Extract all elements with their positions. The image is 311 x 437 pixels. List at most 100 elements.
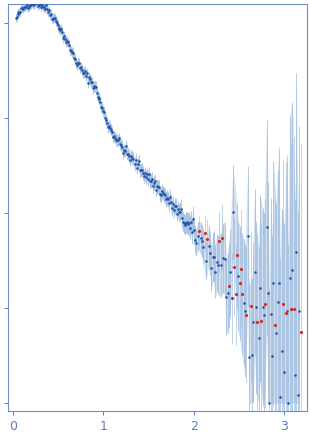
- Point: [134, 164, 139, 171]
- Point: [118, 140, 123, 147]
- Point: [166, 200, 171, 207]
- Point: [278, 393, 283, 400]
- Point: [85, 80, 90, 87]
- Point: [82, 68, 87, 75]
- Point: [120, 144, 125, 151]
- Point: [156, 184, 161, 191]
- Point: [133, 156, 138, 163]
- Point: [195, 232, 200, 239]
- Point: [248, 303, 253, 310]
- Point: [52, 14, 57, 21]
- Point: [125, 150, 130, 157]
- Point: [211, 253, 216, 260]
- Point: [139, 166, 144, 173]
- Point: [267, 400, 272, 407]
- Point: [224, 294, 229, 301]
- Point: [281, 301, 285, 308]
- Point: [182, 221, 187, 228]
- Point: [26, 4, 31, 11]
- Point: [55, 21, 60, 28]
- Point: [237, 280, 242, 287]
- Point: [184, 219, 189, 226]
- Point: [143, 174, 148, 181]
- Point: [167, 193, 172, 200]
- Point: [29, 2, 34, 9]
- Point: [293, 372, 298, 379]
- Point: [190, 215, 195, 222]
- Point: [36, 1, 41, 8]
- Point: [106, 124, 111, 131]
- Point: [189, 229, 194, 236]
- Point: [229, 295, 234, 302]
- Point: [191, 226, 196, 233]
- Point: [264, 224, 269, 231]
- Point: [162, 192, 167, 199]
- Point: [210, 253, 215, 260]
- Point: [53, 17, 58, 24]
- Point: [171, 207, 176, 214]
- Point: [31, 1, 36, 8]
- Point: [279, 347, 284, 354]
- Point: [95, 93, 100, 100]
- Point: [99, 104, 104, 111]
- Point: [241, 299, 246, 306]
- Point: [59, 25, 64, 32]
- Point: [28, 1, 33, 8]
- Point: [71, 49, 76, 56]
- Point: [76, 59, 81, 66]
- Point: [124, 143, 129, 150]
- Point: [161, 191, 166, 198]
- Point: [14, 14, 19, 21]
- Point: [253, 304, 258, 311]
- Point: [187, 224, 192, 231]
- Point: [127, 153, 132, 160]
- Point: [298, 328, 303, 335]
- Point: [122, 146, 127, 153]
- Point: [98, 99, 103, 106]
- Point: [165, 195, 170, 202]
- Point: [294, 248, 299, 255]
- Point: [90, 85, 95, 92]
- Point: [244, 312, 249, 319]
- Point: [100, 104, 105, 111]
- Point: [272, 321, 277, 328]
- Point: [45, 9, 50, 16]
- Point: [103, 115, 108, 122]
- Point: [220, 234, 225, 241]
- Point: [17, 10, 22, 17]
- Point: [146, 170, 151, 177]
- Point: [172, 202, 177, 209]
- Point: [287, 275, 292, 282]
- Point: [249, 352, 254, 359]
- Point: [49, 15, 54, 22]
- Point: [183, 219, 188, 226]
- Point: [129, 152, 134, 159]
- Point: [209, 265, 214, 272]
- Point: [169, 205, 174, 212]
- Point: [136, 157, 141, 164]
- Point: [180, 218, 185, 225]
- Point: [286, 400, 291, 407]
- Point: [164, 194, 169, 201]
- Point: [22, 3, 27, 10]
- Point: [65, 38, 70, 45]
- Point: [79, 66, 84, 73]
- Point: [168, 198, 173, 205]
- Point: [260, 304, 265, 311]
- Point: [130, 154, 135, 161]
- Point: [228, 269, 233, 276]
- Point: [40, 3, 45, 10]
- Point: [266, 289, 271, 296]
- Point: [108, 124, 113, 131]
- Point: [15, 11, 20, 18]
- Point: [213, 268, 218, 275]
- Point: [274, 330, 279, 337]
- Point: [160, 189, 165, 196]
- Point: [175, 205, 180, 212]
- Point: [141, 173, 146, 180]
- Point: [132, 161, 137, 168]
- Point: [111, 133, 116, 140]
- Point: [37, 0, 42, 7]
- Point: [84, 70, 89, 77]
- Point: [23, 4, 28, 11]
